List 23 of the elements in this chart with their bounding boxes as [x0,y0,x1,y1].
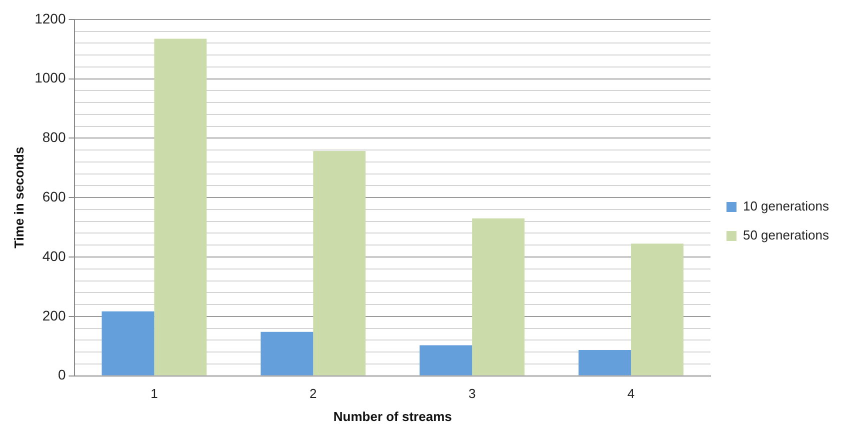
bar [631,244,684,376]
x-tick-label: 3 [468,386,476,402]
bar [154,38,207,376]
y-tick-label: 200 [42,307,66,324]
y-axis-title: Time in seconds [11,146,26,248]
bar [102,311,154,376]
x-tick-label: 1 [150,386,158,402]
x-axis-title: Number of streams [333,408,452,424]
bar [260,332,314,376]
bar [313,150,366,376]
y-tick-label: 1200 [34,10,66,26]
bar [472,218,525,376]
x-tick-label: 2 [310,386,317,402]
y-tick-label: 0 [58,366,66,383]
y-tick-label: 600 [42,188,66,204]
x-tick-label: 4 [627,386,635,402]
bar [578,350,632,376]
y-tick-label: 400 [42,248,66,264]
bar [420,345,472,376]
legend-label: 50 generations [742,228,830,243]
y-tick-label: 800 [42,129,66,146]
legend-label: 10 generations [742,198,830,214]
y-tick-label: 1000 [34,70,66,86]
